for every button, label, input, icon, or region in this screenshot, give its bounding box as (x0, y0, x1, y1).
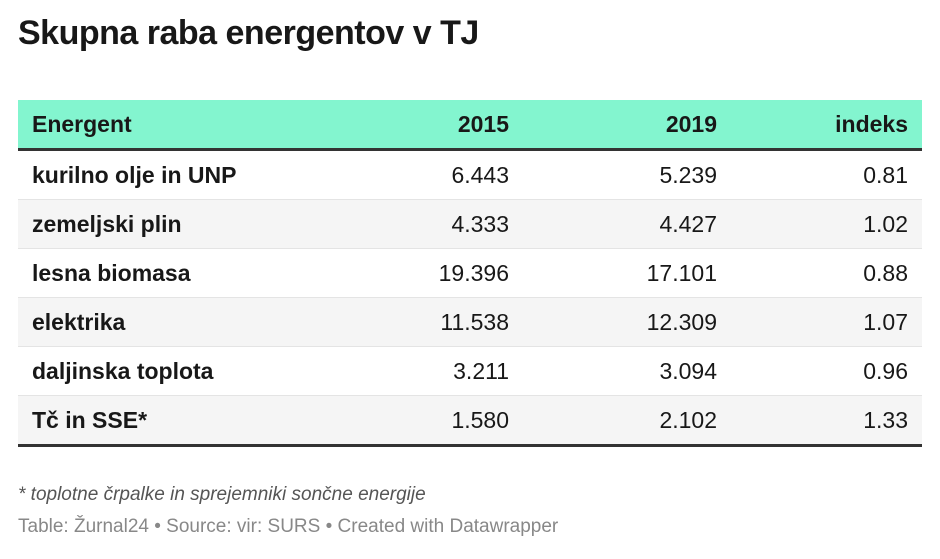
table-cell: 0.88 (717, 248, 922, 298)
table-cell: 1.580 (332, 395, 509, 447)
header-row: Energent 2015 2019 indeks (18, 100, 922, 151)
table-row: Tč in SSE* 1.580 2.102 1.33 (18, 395, 922, 447)
table-cell: 0.81 (717, 149, 922, 200)
table-cell: 4.333 (332, 199, 509, 249)
table-row: elektrika 11.538 12.309 1.07 (18, 297, 922, 347)
column-header: indeks (717, 100, 922, 151)
table-cell: 6.443 (332, 149, 509, 200)
table-cell: 0.96 (717, 346, 922, 396)
source-footer: Table: Žurnal24 • Source: vir: SURS • Cr… (18, 516, 559, 537)
data-table: Energent 2015 2019 indeks kurilno olje in U… (18, 100, 922, 447)
table-cell: Tč in SSE* (18, 395, 332, 447)
table-cell: 3.211 (332, 346, 509, 396)
column-header: 2019 (509, 100, 717, 151)
table-title: Skupna raba energentov v TJ (18, 14, 479, 52)
table-cell: 4.427 (509, 199, 717, 249)
table-cell: 12.309 (509, 297, 717, 347)
table-row: zemeljski plin 4.333 4.427 1.02 (18, 199, 922, 249)
column-header: 2015 (332, 100, 509, 151)
table-cell: zemeljski plin (18, 199, 332, 249)
table-cell: kurilno olje in UNP (18, 149, 332, 200)
table-cell: elektrika (18, 297, 332, 347)
table-cell: 2.102 (509, 395, 717, 447)
table-cell: 3.094 (509, 346, 717, 396)
footnote: * toplotne črpalke in sprejemniki sončne… (18, 484, 426, 505)
column-header: Energent (18, 100, 332, 151)
table-cell: 5.239 (509, 149, 717, 200)
table-cell: 1.33 (717, 395, 922, 447)
table-cell: 1.02 (717, 199, 922, 249)
table-row: kurilno olje in UNP 6.443 5.239 0.81 (18, 149, 922, 200)
table-cell: 11.538 (332, 297, 509, 347)
table-cell: daljinska toplota (18, 346, 332, 396)
table-row: daljinska toplota 3.211 3.094 0.96 (18, 346, 922, 396)
table-cell: 19.396 (332, 248, 509, 298)
table-cell: lesna biomasa (18, 248, 332, 298)
table-cell: 17.101 (509, 248, 717, 298)
table-cell: 1.07 (717, 297, 922, 347)
table-row: lesna biomasa 19.396 17.101 0.88 (18, 248, 922, 298)
